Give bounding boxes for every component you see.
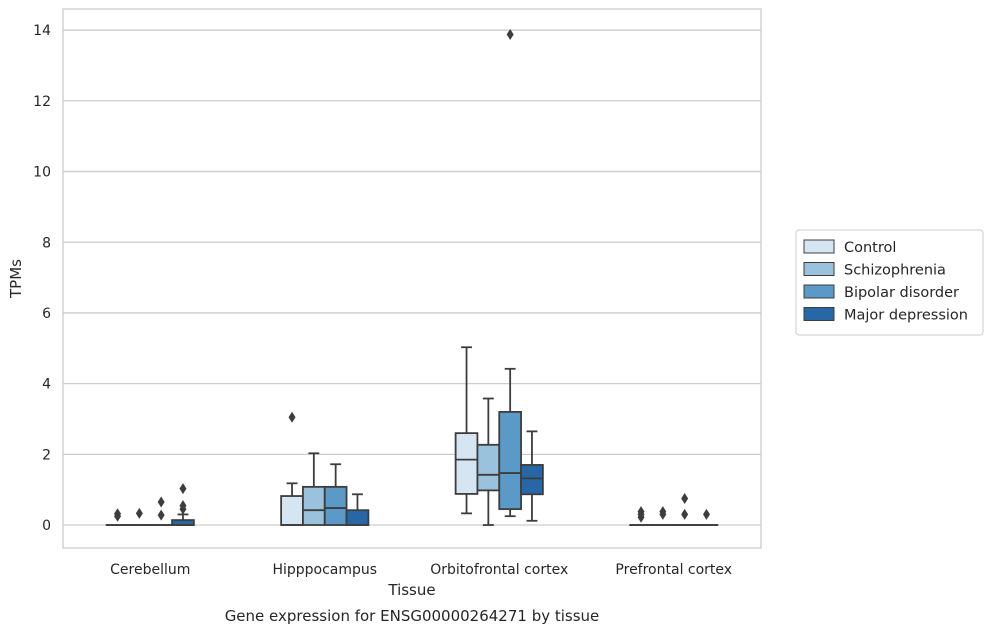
outlier-point — [179, 500, 187, 512]
y-tick-label: 6 — [42, 306, 51, 322]
outlier-point — [506, 28, 514, 40]
y-tick-labels: 0 2 4 6 8 10 12 14 — [33, 23, 51, 534]
legend-swatch — [803, 307, 835, 321]
legend-frame — [795, 229, 984, 336]
plot-frame — [62, 8, 762, 549]
chart-caption: Gene expression for ENSG00000264271 by t… — [225, 607, 600, 625]
x-tick-label: Cerebellum — [110, 562, 190, 578]
legend-label: Control — [844, 240, 896, 256]
y-tick-label: 8 — [42, 235, 51, 251]
box-body — [520, 464, 544, 496]
legend-swatch — [803, 239, 835, 254]
box-bipolar-disorder — [498, 28, 522, 518]
outlier-point — [659, 506, 667, 518]
box-body — [280, 495, 304, 526]
outlier-point — [288, 411, 296, 423]
legend-swatch — [803, 284, 835, 299]
box-bipolar-disorder — [149, 496, 173, 526]
legend-label: Major depression — [844, 308, 968, 324]
legend-label: Schizophrenia — [844, 263, 946, 279]
outlier-point — [702, 508, 710, 520]
outlier-point — [157, 509, 165, 521]
box-body — [345, 509, 370, 526]
outlier-point — [114, 508, 122, 520]
legend-label: Bipolar disorder — [844, 285, 959, 301]
y-tick-label: 0 — [42, 518, 51, 534]
x-axis-label: Tissue — [387, 581, 435, 599]
box-control — [105, 508, 130, 526]
box-bipolar-disorder — [672, 493, 697, 526]
box-control — [454, 346, 479, 515]
outlier-point — [637, 506, 645, 518]
y-tick-label: 4 — [42, 377, 51, 393]
outlier-point — [681, 508, 689, 520]
outlier-point — [157, 496, 165, 508]
outlier-point — [179, 483, 187, 495]
box-schizophrenia — [127, 507, 152, 526]
x-tick-label: Prefrontal cortex — [615, 562, 732, 578]
y-tick-label: 2 — [42, 447, 51, 463]
x-tick-label: Orbitofrontal cortex — [430, 562, 568, 578]
y-axis-label: TPMs — [7, 259, 25, 299]
box-body — [302, 485, 326, 526]
gridlines — [63, 29, 761, 526]
box-schizophrenia — [302, 452, 326, 526]
legend: Control Schizophrenia Bipolar disorder Majo… — [795, 229, 984, 336]
outlier-point — [681, 493, 689, 505]
outlier-point — [135, 507, 143, 519]
box-body — [323, 485, 348, 526]
box-bipolar-disorder — [323, 463, 348, 526]
y-tick-label: 12 — [33, 94, 51, 110]
y-tick-label: 14 — [33, 23, 51, 39]
boxes — [105, 28, 719, 526]
legend-swatch — [803, 262, 835, 276]
box-body — [454, 432, 479, 495]
x-tick-labels: Cerebellum Hipppocampus Orbitofrontal cort… — [110, 562, 732, 578]
box-control — [629, 506, 653, 526]
box-major-depression — [694, 508, 719, 526]
box-schizophrenia — [476, 397, 501, 526]
box-major-depression — [171, 483, 195, 526]
x-tick-label: Hipppocampus — [272, 562, 377, 578]
box-body — [498, 411, 522, 511]
y-tick-label: 10 — [33, 165, 51, 181]
box-control — [280, 411, 304, 526]
box-major-depression — [520, 430, 544, 522]
box-schizophrenia — [651, 506, 675, 526]
box-major-depression — [345, 493, 370, 526]
box-body — [476, 443, 501, 492]
